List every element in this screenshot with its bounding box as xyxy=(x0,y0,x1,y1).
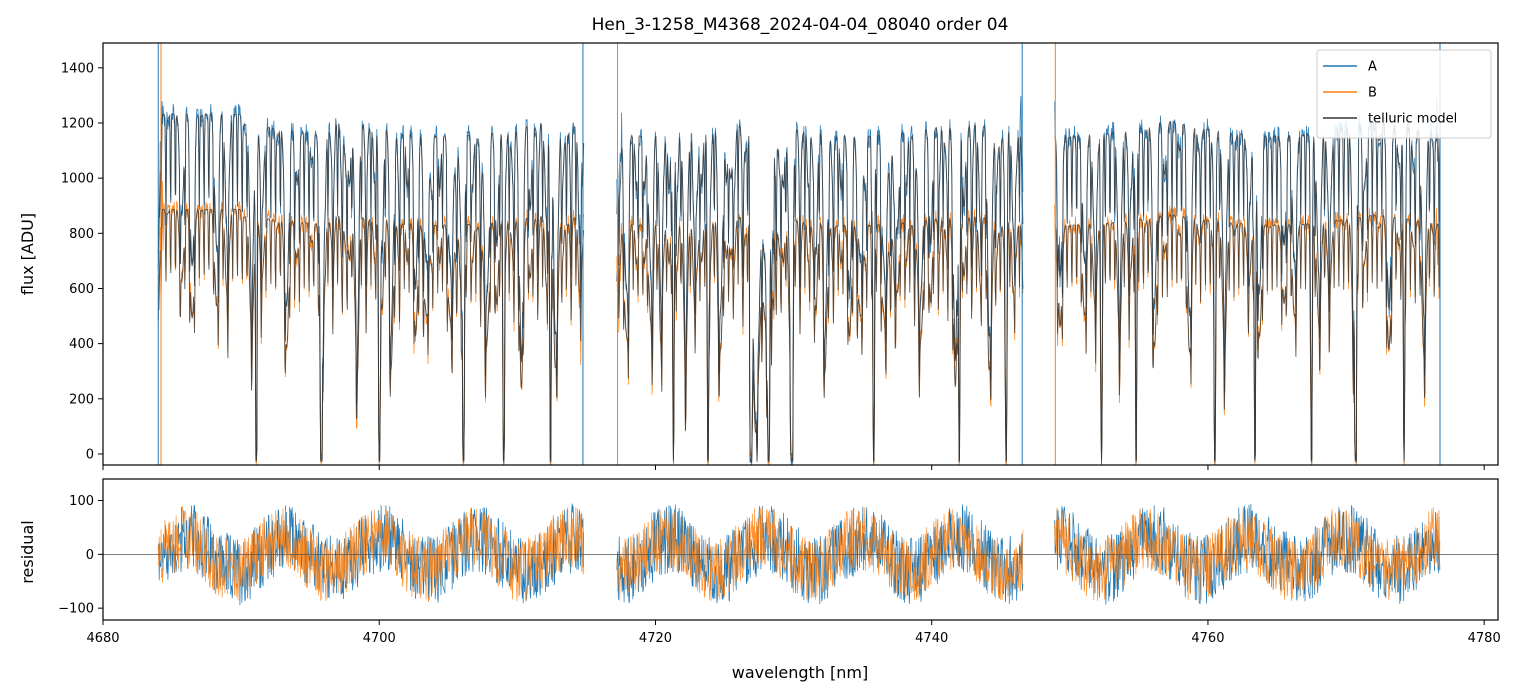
telluric-model-b-line xyxy=(1054,214,1441,460)
residual-x-tick-label: 4780 xyxy=(1468,631,1501,646)
residual-x-tick-label: 4760 xyxy=(1191,631,1224,646)
residual-panel: −100 0 100 4680 4700 4720 4740 4760 4780 residu… xyxy=(18,478,1501,682)
flux-y-tick-label: 200 xyxy=(69,392,94,407)
residual-x-tick-label: 4740 xyxy=(915,631,948,646)
telluric-model-line xyxy=(616,123,1024,462)
chart-title: Hen_3-1258_M4368_2024-04-04_08040 order … xyxy=(592,15,1009,35)
residual-b-line xyxy=(1054,506,1441,602)
flux-y-axis-label: flux [ADU] xyxy=(18,213,37,295)
residual-x-tick-label: 4700 xyxy=(363,631,396,646)
residual-y-tick-label: 100 xyxy=(69,494,94,509)
flux-y-tick-label: 1400 xyxy=(61,61,94,76)
flux-y-tick-label: 800 xyxy=(69,227,94,242)
residual-y-axis-label: residual xyxy=(18,520,37,583)
flux-y-tick-label: 1200 xyxy=(61,116,94,131)
flux-y-tick-label: 1000 xyxy=(61,172,94,187)
telluric-model-line xyxy=(157,112,585,462)
residual-x-tick-label: 4720 xyxy=(639,631,672,646)
residual-y-tick-label: 0 xyxy=(86,548,94,563)
residual-b-line xyxy=(616,507,1024,602)
flux-plot-frame xyxy=(102,42,1499,466)
residual-y-tick-label: −100 xyxy=(58,602,94,617)
legend-entry: B xyxy=(1368,86,1377,101)
residual-b-line xyxy=(157,506,585,602)
flux-panel: 0 200 400 600 800 1000 1200 1400 flux [ADU] ABt… xyxy=(18,42,1499,470)
legend-entry: A xyxy=(1368,60,1377,75)
flux-y-tick-label: 0 xyxy=(86,447,94,462)
legend-entry: telluric model xyxy=(1368,112,1457,127)
residual-plot-frame xyxy=(102,478,1499,621)
legend-box xyxy=(1316,49,1492,139)
telluric-model-b-line xyxy=(157,208,585,462)
telluric-model-b-line xyxy=(616,215,1024,460)
residual-x-tick-label: 4680 xyxy=(86,631,119,646)
x-axis-label: wavelength [nm] xyxy=(732,663,869,682)
flux-y-tick-label: 600 xyxy=(69,282,94,297)
flux-y-tick-label: 400 xyxy=(69,337,94,352)
